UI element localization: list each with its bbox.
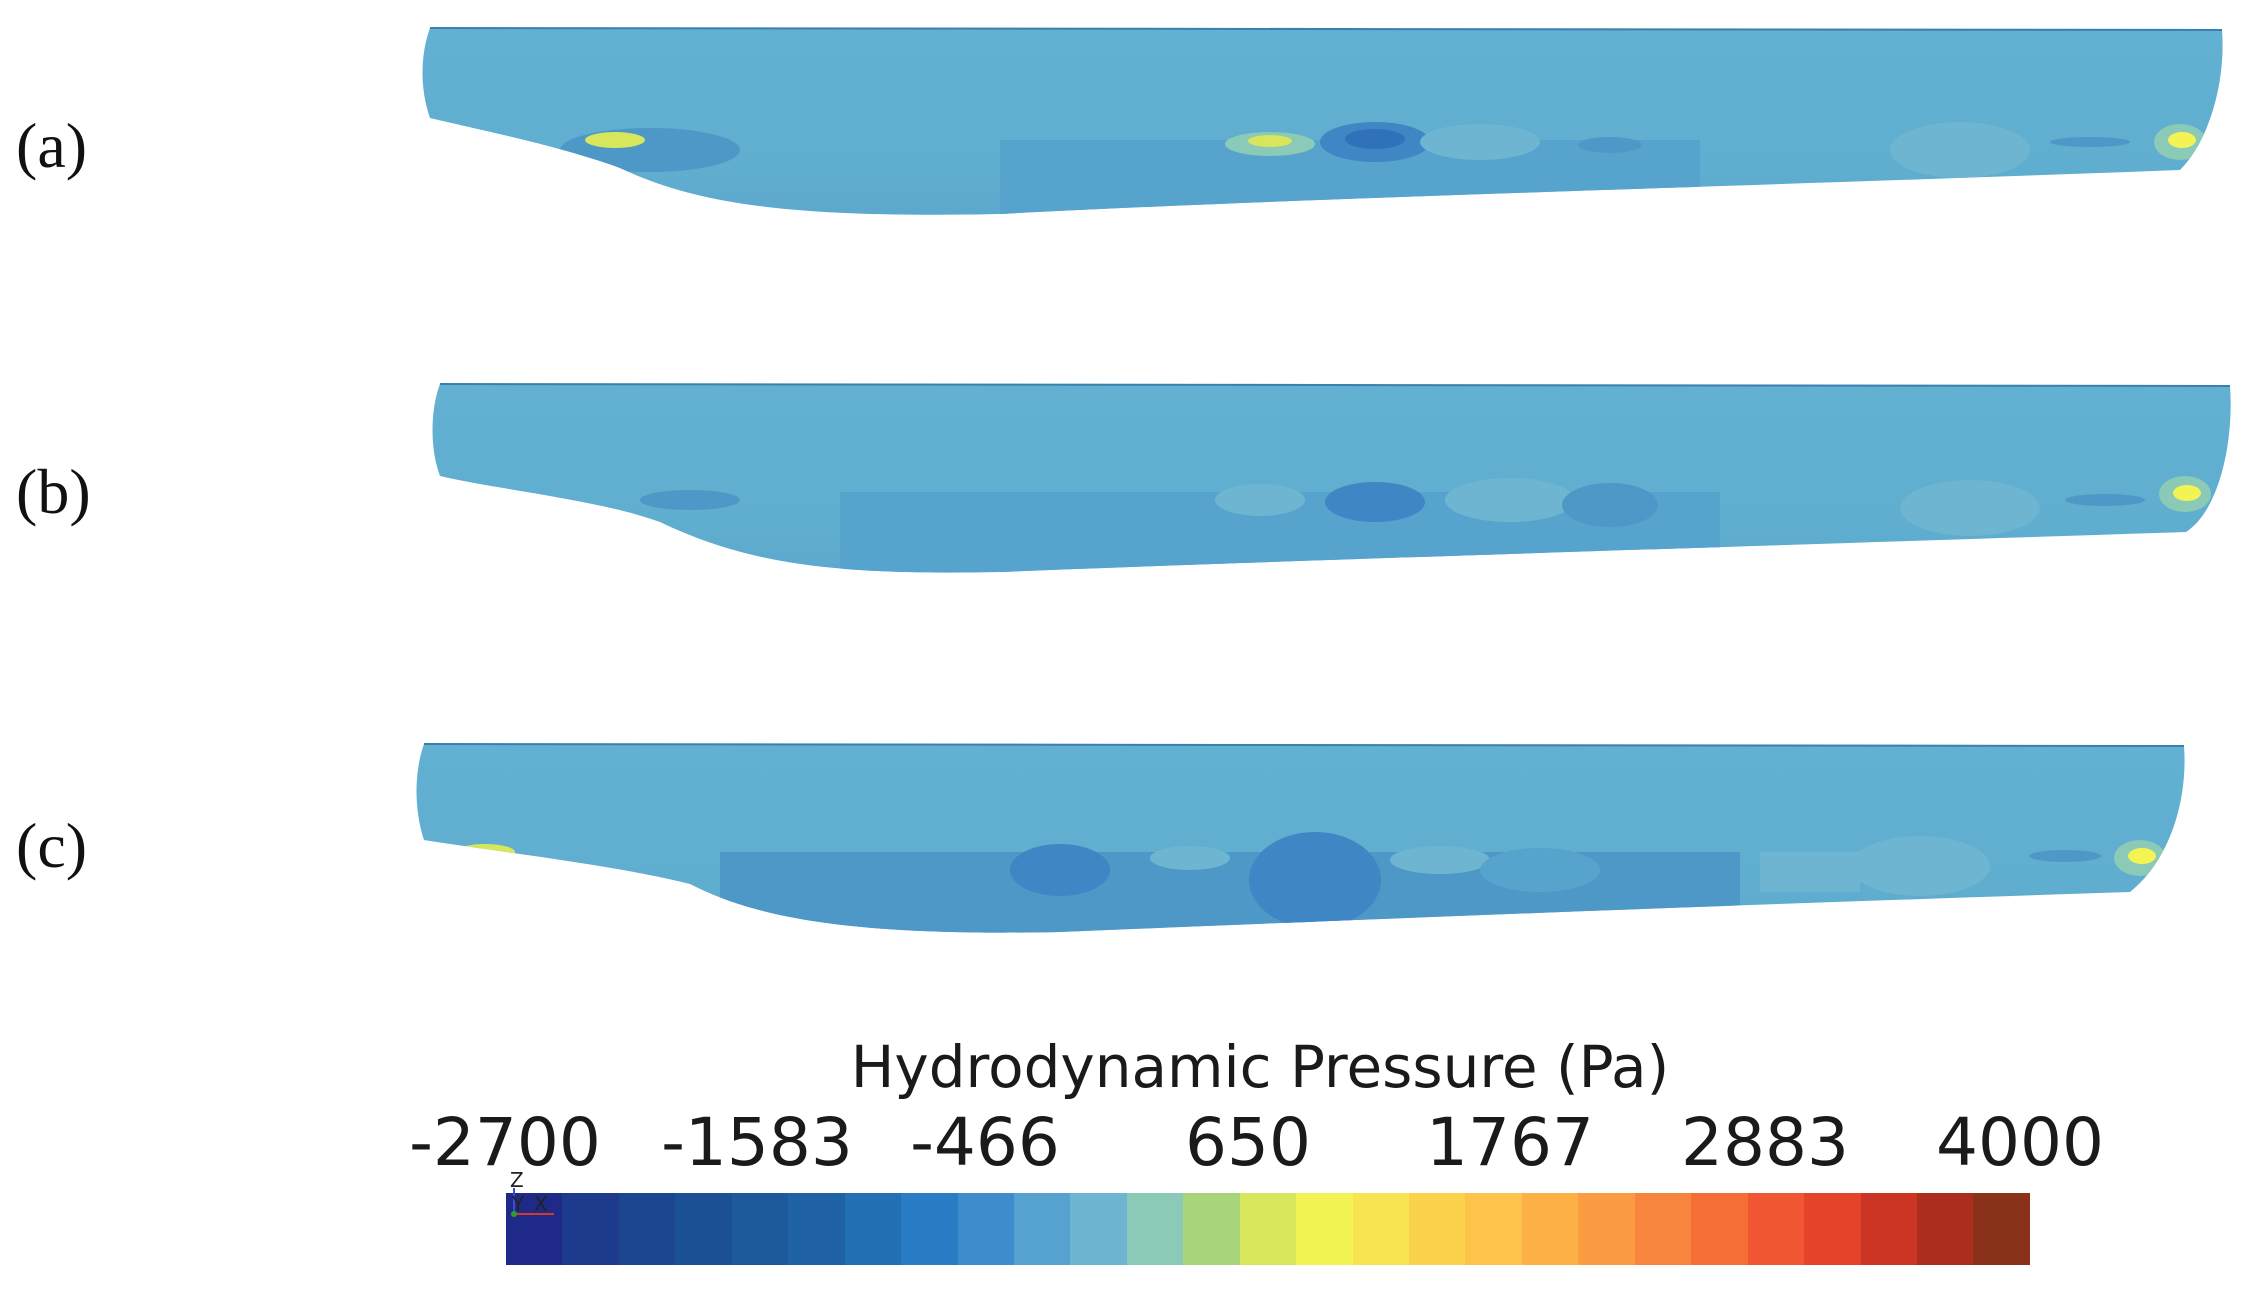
colorbar-segment xyxy=(788,1193,845,1265)
hull-b xyxy=(432,383,2231,573)
colorbar-segment xyxy=(1070,1193,1127,1265)
colorbar-segment xyxy=(1465,1193,1522,1265)
colorbar-segment xyxy=(844,1193,902,1265)
panel-label-a: (a) xyxy=(16,110,88,181)
colorbar-segment xyxy=(1634,1193,1692,1265)
axis-x-label: X xyxy=(534,1192,548,1216)
axis-z-label: Z xyxy=(510,1168,524,1192)
colorbar-segment xyxy=(562,1193,619,1265)
colorbar-segment xyxy=(1973,1193,2030,1265)
legend-tick-label: 4000 xyxy=(1936,1104,2104,1181)
colorbar-segment xyxy=(506,1193,563,1265)
legend-tick-label: -1583 xyxy=(661,1104,853,1181)
colorbar-segment xyxy=(1860,1193,1917,1265)
colorbar-segment xyxy=(1804,1193,1861,1265)
colorbar-segment xyxy=(1352,1193,1409,1265)
legend-title: Hydrodynamic Pressure (Pa) xyxy=(850,1033,1670,1101)
colorbar-segment xyxy=(1013,1193,1071,1265)
panel-label-c: (c) xyxy=(16,810,88,881)
colorbar-segment xyxy=(1126,1193,1184,1265)
colorbar-segment xyxy=(731,1193,789,1265)
colorbar-segment xyxy=(1578,1193,1635,1265)
colorbar-segment xyxy=(1183,1193,1240,1265)
colorbar-segment xyxy=(1691,1193,1748,1265)
colorbar-segment xyxy=(675,1193,732,1265)
axis-y-label: Y xyxy=(512,1192,525,1216)
legend-tick-label: -2700 xyxy=(409,1104,601,1181)
hull-c xyxy=(416,743,2185,933)
colorbar-segment xyxy=(901,1193,958,1265)
legend-tick-label: -466 xyxy=(910,1104,1060,1181)
colorbar-segment xyxy=(1747,1193,1805,1265)
legend-tick-label: 1767 xyxy=(1426,1104,1594,1181)
colorbar-segment xyxy=(618,1193,676,1265)
colorbar xyxy=(506,1193,2030,1265)
legend-tick-label: 650 xyxy=(1185,1104,1311,1181)
axis-triad: Z Y X xyxy=(508,1170,568,1230)
axis-triad-icon xyxy=(511,1188,554,1217)
hull-a xyxy=(422,27,2223,215)
colorbar-segment xyxy=(957,1193,1014,1265)
colorbar-segment xyxy=(1521,1193,1579,1265)
colorbar-segment xyxy=(1296,1193,1353,1265)
legend-tick-label: 2883 xyxy=(1681,1104,1849,1181)
colorbar-segment xyxy=(1916,1193,1974,1265)
panel-label-b: (b) xyxy=(16,456,91,527)
colorbar-segment xyxy=(1409,1193,1466,1265)
colorbar-segment xyxy=(1239,1193,1297,1265)
